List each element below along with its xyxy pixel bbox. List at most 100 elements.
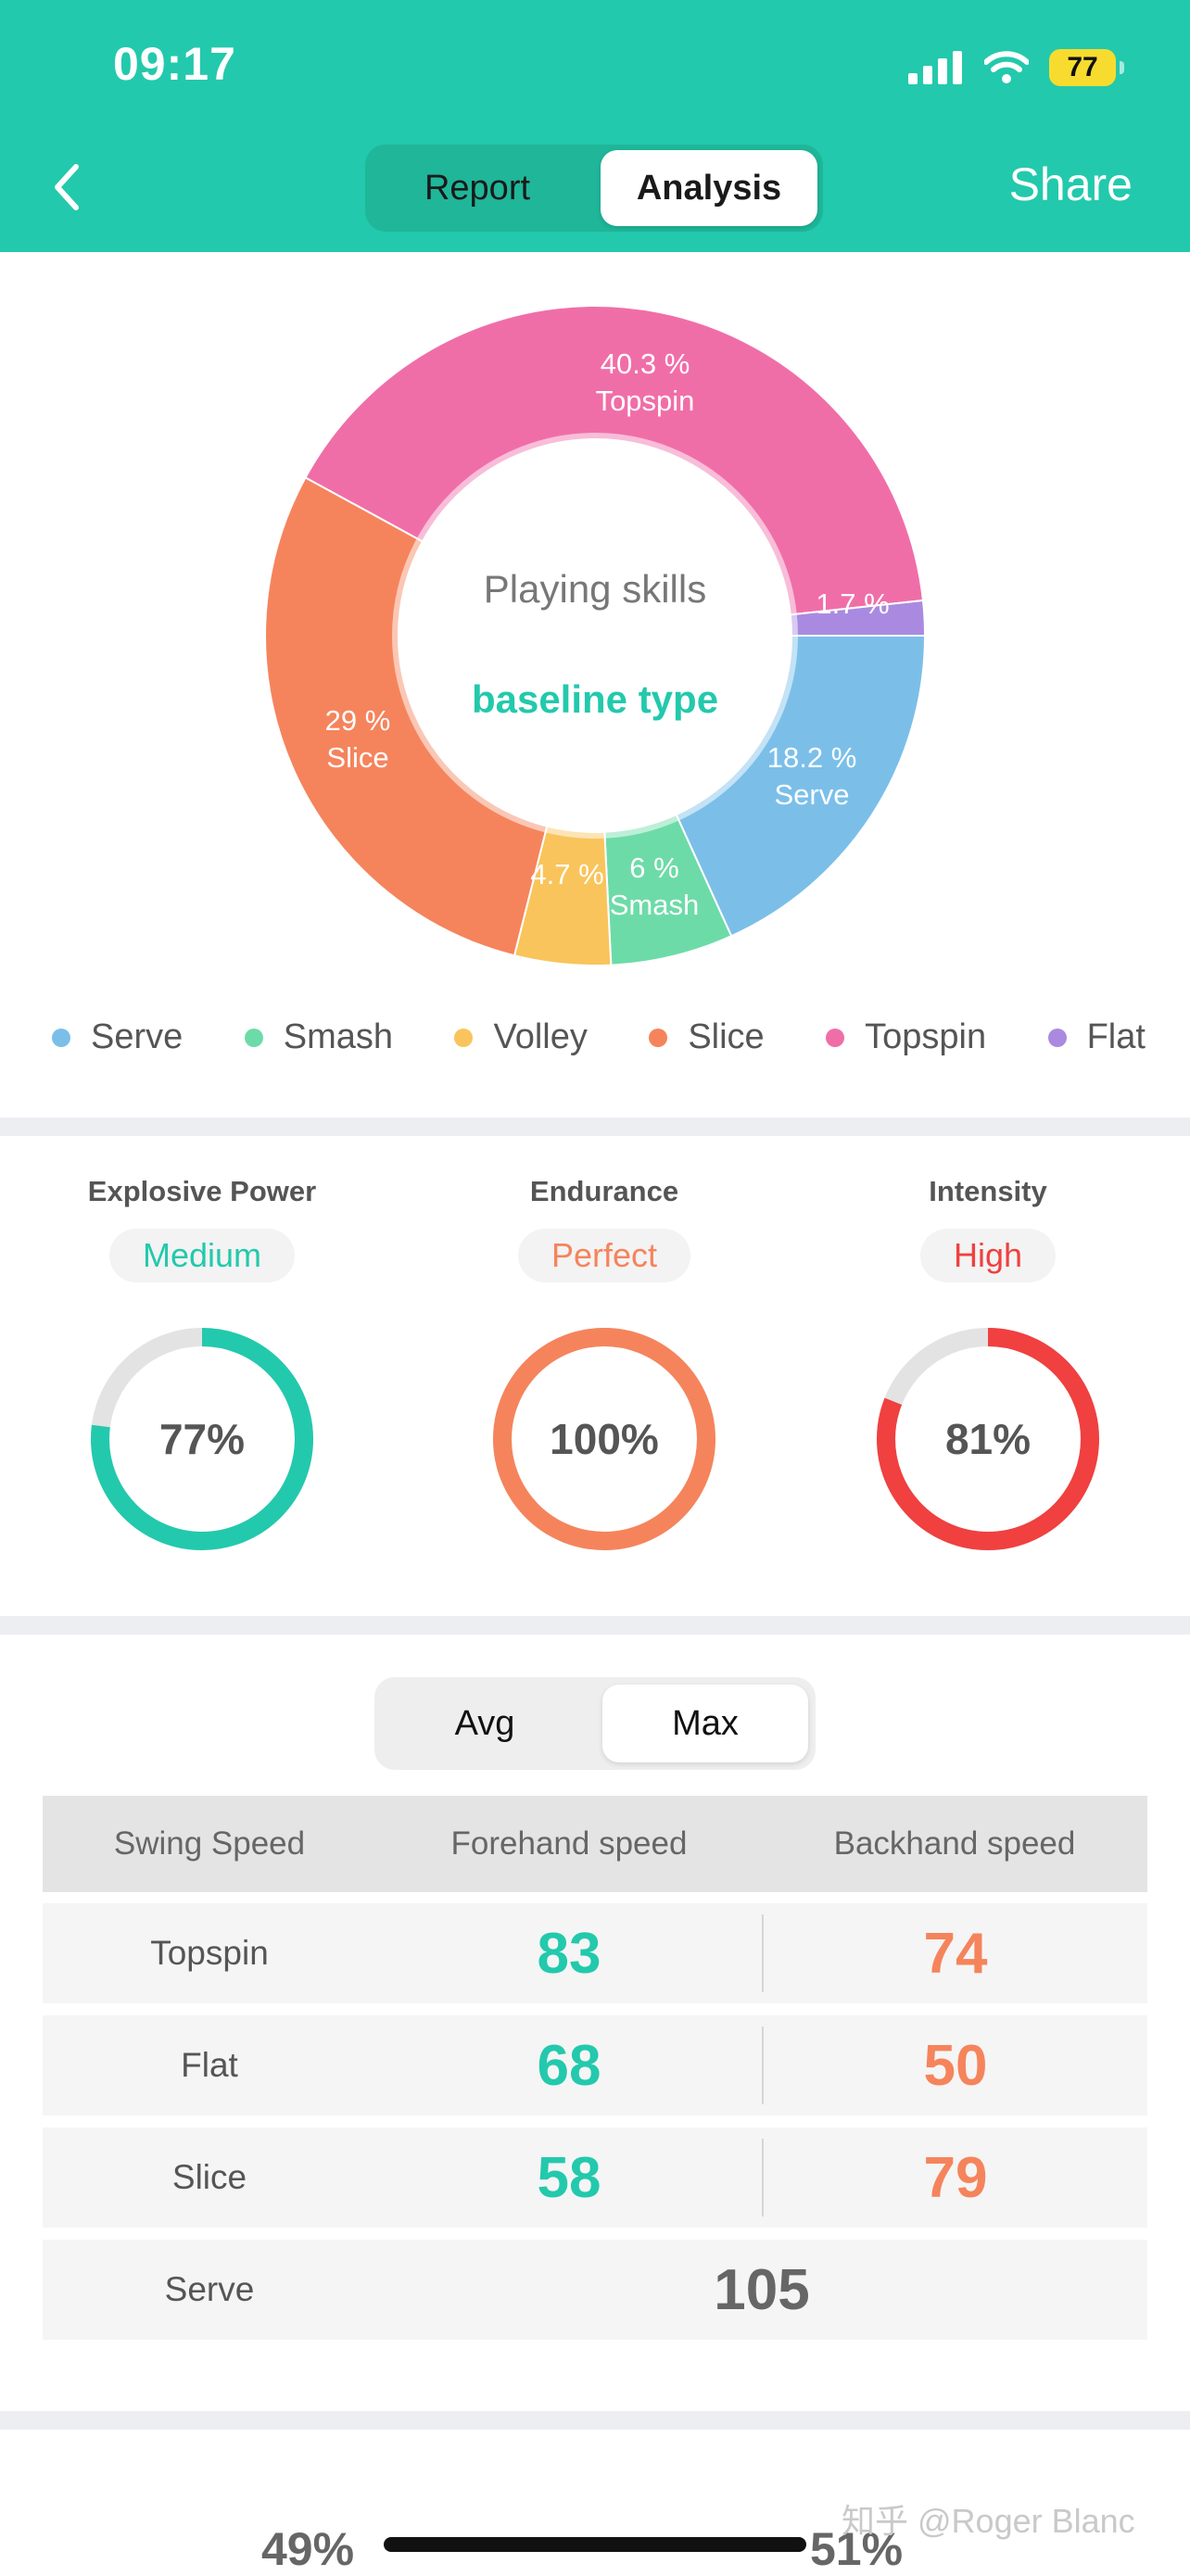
- row-label: Serve: [164, 2270, 255, 2308]
- toggle-max[interactable]: Max: [602, 1685, 808, 1762]
- column-separator: [762, 2027, 764, 2104]
- app-header: 09:17 77 Report Analysis Share: [0, 0, 1190, 252]
- column-separator: [762, 1914, 764, 1992]
- legend-label: Slice: [688, 1017, 765, 1056]
- toggle-avg[interactable]: Avg: [454, 1703, 515, 1743]
- share-button[interactable]: Share: [1008, 158, 1133, 210]
- section-divider: [0, 1616, 1190, 1635]
- table-row-serve: Serve 105: [43, 2240, 1147, 2340]
- metric-intensity: Intensity High 81%: [849, 1175, 1127, 1550]
- right-percent: 51%: [810, 2523, 904, 2575]
- ring-progress: [493, 1328, 715, 1550]
- ring-svg: [91, 1328, 313, 1550]
- backhand-value: 74: [923, 1921, 988, 1986]
- slice-pct-topspin: 40.3 %: [600, 347, 690, 380]
- table-row: Slice 58 79: [43, 2128, 1147, 2228]
- wifi-icon: [984, 51, 1029, 83]
- legend-item-flat: Flat: [1047, 1017, 1146, 1057]
- skills-donut-chart: [258, 298, 932, 973]
- header-forehand: Forehand speed: [450, 1825, 688, 1862]
- legend-label: Volley: [493, 1017, 588, 1056]
- metric-level-badge: Perfect: [517, 1229, 691, 1282]
- legend-dot: [244, 1028, 263, 1047]
- forehand-value: 58: [537, 2145, 601, 2210]
- metric-ring: 77%: [86, 1323, 318, 1555]
- battery-indicator: 77: [1049, 49, 1124, 86]
- donut-center-type: baseline type: [471, 677, 719, 721]
- slice-label-slice: 29 % Slice: [325, 702, 391, 777]
- legend-label: Flat: [1086, 1017, 1146, 1056]
- legend-item-smash: Smash: [244, 1017, 394, 1057]
- section-divider: [0, 2411, 1190, 2430]
- tab-report[interactable]: Report: [424, 168, 531, 208]
- slice-label-flat: 1.7 %: [816, 586, 889, 623]
- tab-analysis[interactable]: Analysis: [601, 150, 817, 226]
- forehand-value: 68: [537, 2033, 601, 2098]
- status-time: 09:17: [113, 38, 236, 90]
- back-button[interactable]: [52, 159, 93, 215]
- metric-title: Endurance: [529, 1175, 679, 1207]
- avg-max-toggle: Avg Max: [374, 1677, 816, 1770]
- legend-dot: [454, 1028, 474, 1047]
- slice-name-slice: Slice: [326, 741, 389, 774]
- metric-percent: 100%: [550, 1415, 659, 1463]
- metric-ring: 81%: [872, 1323, 1104, 1555]
- signal-icon: [908, 51, 962, 84]
- legend-dot: [826, 1028, 845, 1047]
- serve-value: 105: [714, 2257, 810, 2322]
- slice-name-topspin: Topspin: [595, 385, 695, 417]
- ring-progress: [91, 1328, 313, 1550]
- legend-item-topspin: Topspin: [826, 1017, 986, 1057]
- row-label: Flat: [181, 2046, 238, 2084]
- metric-percent: 81%: [944, 1415, 1032, 1463]
- chart-legend: Serve Smash Volley Slice Topspin Flat: [52, 1017, 1146, 1057]
- donut-hole: [392, 433, 798, 839]
- forehand-value: 83: [537, 1921, 601, 1986]
- slice-pct-volley: 4.7 %: [530, 858, 604, 890]
- chevron-left-icon: [55, 164, 79, 210]
- metric-level-badge: Medium: [108, 1229, 296, 1282]
- slice-label-volley: 4.7 %: [530, 856, 603, 893]
- slice-pct-flat: 1.7 %: [816, 587, 890, 620]
- metric-title: Intensity: [929, 1175, 1047, 1207]
- column-separator: [762, 2139, 764, 2216]
- metric-endurance: Endurance Perfect 100%: [465, 1175, 743, 1550]
- slice-label-topspin: 40.3 % Topspin: [596, 346, 695, 420]
- legend-dot: [1047, 1028, 1067, 1047]
- legend-label: Topspin: [865, 1017, 987, 1056]
- legend-label: Smash: [283, 1017, 394, 1056]
- legend-item-slice: Slice: [649, 1017, 765, 1057]
- slice-pct-serve: 18.2 %: [766, 741, 857, 774]
- left-percent: 49%: [261, 2523, 355, 2575]
- metric-level-badge: High: [919, 1229, 1057, 1282]
- status-icons: 77: [908, 44, 1124, 91]
- donut-svg: [264, 305, 927, 966]
- slice-label-smash: 6 % Smash: [610, 850, 699, 924]
- row-label: Topspin: [150, 1934, 269, 1972]
- speed-table-header: Swing Speed Forehand speed Backhand spee…: [43, 1796, 1147, 1892]
- legend-label: Serve: [91, 1017, 184, 1056]
- report-analysis-toggle: Report Analysis: [365, 145, 823, 232]
- ring-svg: [877, 1328, 1099, 1550]
- section-divider: [0, 1118, 1190, 1136]
- donut-center-title: Playing skills: [483, 567, 707, 611]
- slice-name-smash: Smash: [609, 889, 700, 921]
- legend-dot: [52, 1028, 70, 1047]
- backhand-value: 79: [923, 2145, 988, 2210]
- slice-pct-smash: 6 %: [629, 852, 679, 884]
- slice-name-serve: Serve: [774, 778, 850, 811]
- row-label: Slice: [171, 2158, 247, 2196]
- home-indicator[interactable]: [384, 2537, 806, 2552]
- slice-pct-slice: 29 %: [324, 704, 391, 737]
- metric-title: Explosive Power: [87, 1175, 317, 1207]
- metric-explosive-power: Explosive Power Medium 77%: [63, 1175, 341, 1550]
- slice-label-serve: 18.2 % Serve: [767, 739, 857, 814]
- table-row: Flat 68 50: [43, 2015, 1147, 2115]
- watermark-text: 知乎 @Roger Blanc: [842, 2502, 1135, 2540]
- metric-percent: 77%: [158, 1415, 246, 1463]
- metric-ring: 100%: [488, 1323, 720, 1555]
- ring-svg: [493, 1328, 715, 1550]
- legend-item-serve: Serve: [52, 1017, 183, 1057]
- header-backhand: Backhand speed: [833, 1825, 1076, 1862]
- legend-item-volley: Volley: [454, 1017, 588, 1057]
